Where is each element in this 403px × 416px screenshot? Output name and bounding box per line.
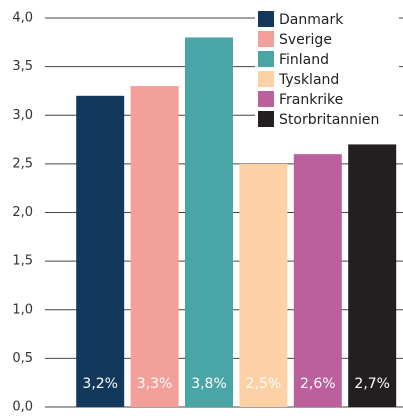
legend-swatch [258, 31, 274, 47]
legend-swatch [258, 51, 274, 67]
y-tick-label: 0,5 [12, 351, 33, 366]
bar [348, 144, 397, 408]
y-tick-label: 3,0 [12, 108, 33, 123]
legend-background [255, 10, 399, 130]
legend-swatch [258, 71, 274, 87]
y-tick-label: 4,0 [12, 11, 33, 26]
legend-label: Finland [279, 52, 329, 68]
data-label: 3,2% [82, 376, 118, 392]
legend-label: Tyskland [278, 72, 339, 88]
legend-label: Storbritannien [279, 112, 379, 128]
legend-label: Sverige [279, 32, 332, 48]
legend-swatch [258, 11, 274, 27]
data-label: 2,7% [354, 376, 390, 392]
bar [130, 86, 179, 407]
data-label: 3,3% [137, 376, 173, 392]
data-label: 2,5% [246, 376, 282, 392]
bar [239, 163, 288, 407]
legend-label: Danmark [279, 12, 344, 28]
data-label: 3,8% [191, 376, 227, 392]
legend-swatch [258, 111, 274, 127]
data-label: 2,6% [300, 376, 336, 392]
legend-swatch [258, 91, 274, 107]
y-tick-label: 2,5 [12, 156, 33, 171]
bar [185, 37, 233, 407]
y-tick-label: 1,5 [12, 254, 33, 269]
bar [293, 154, 342, 407]
y-tick-label: 1,0 [12, 302, 33, 317]
bar [76, 95, 125, 408]
y-tick-label: 0,0 [12, 400, 33, 415]
y-tick-label: 3,5 [12, 59, 33, 74]
y-tick-label: 2,0 [12, 205, 33, 220]
legend-label: Frankrike [279, 92, 343, 108]
